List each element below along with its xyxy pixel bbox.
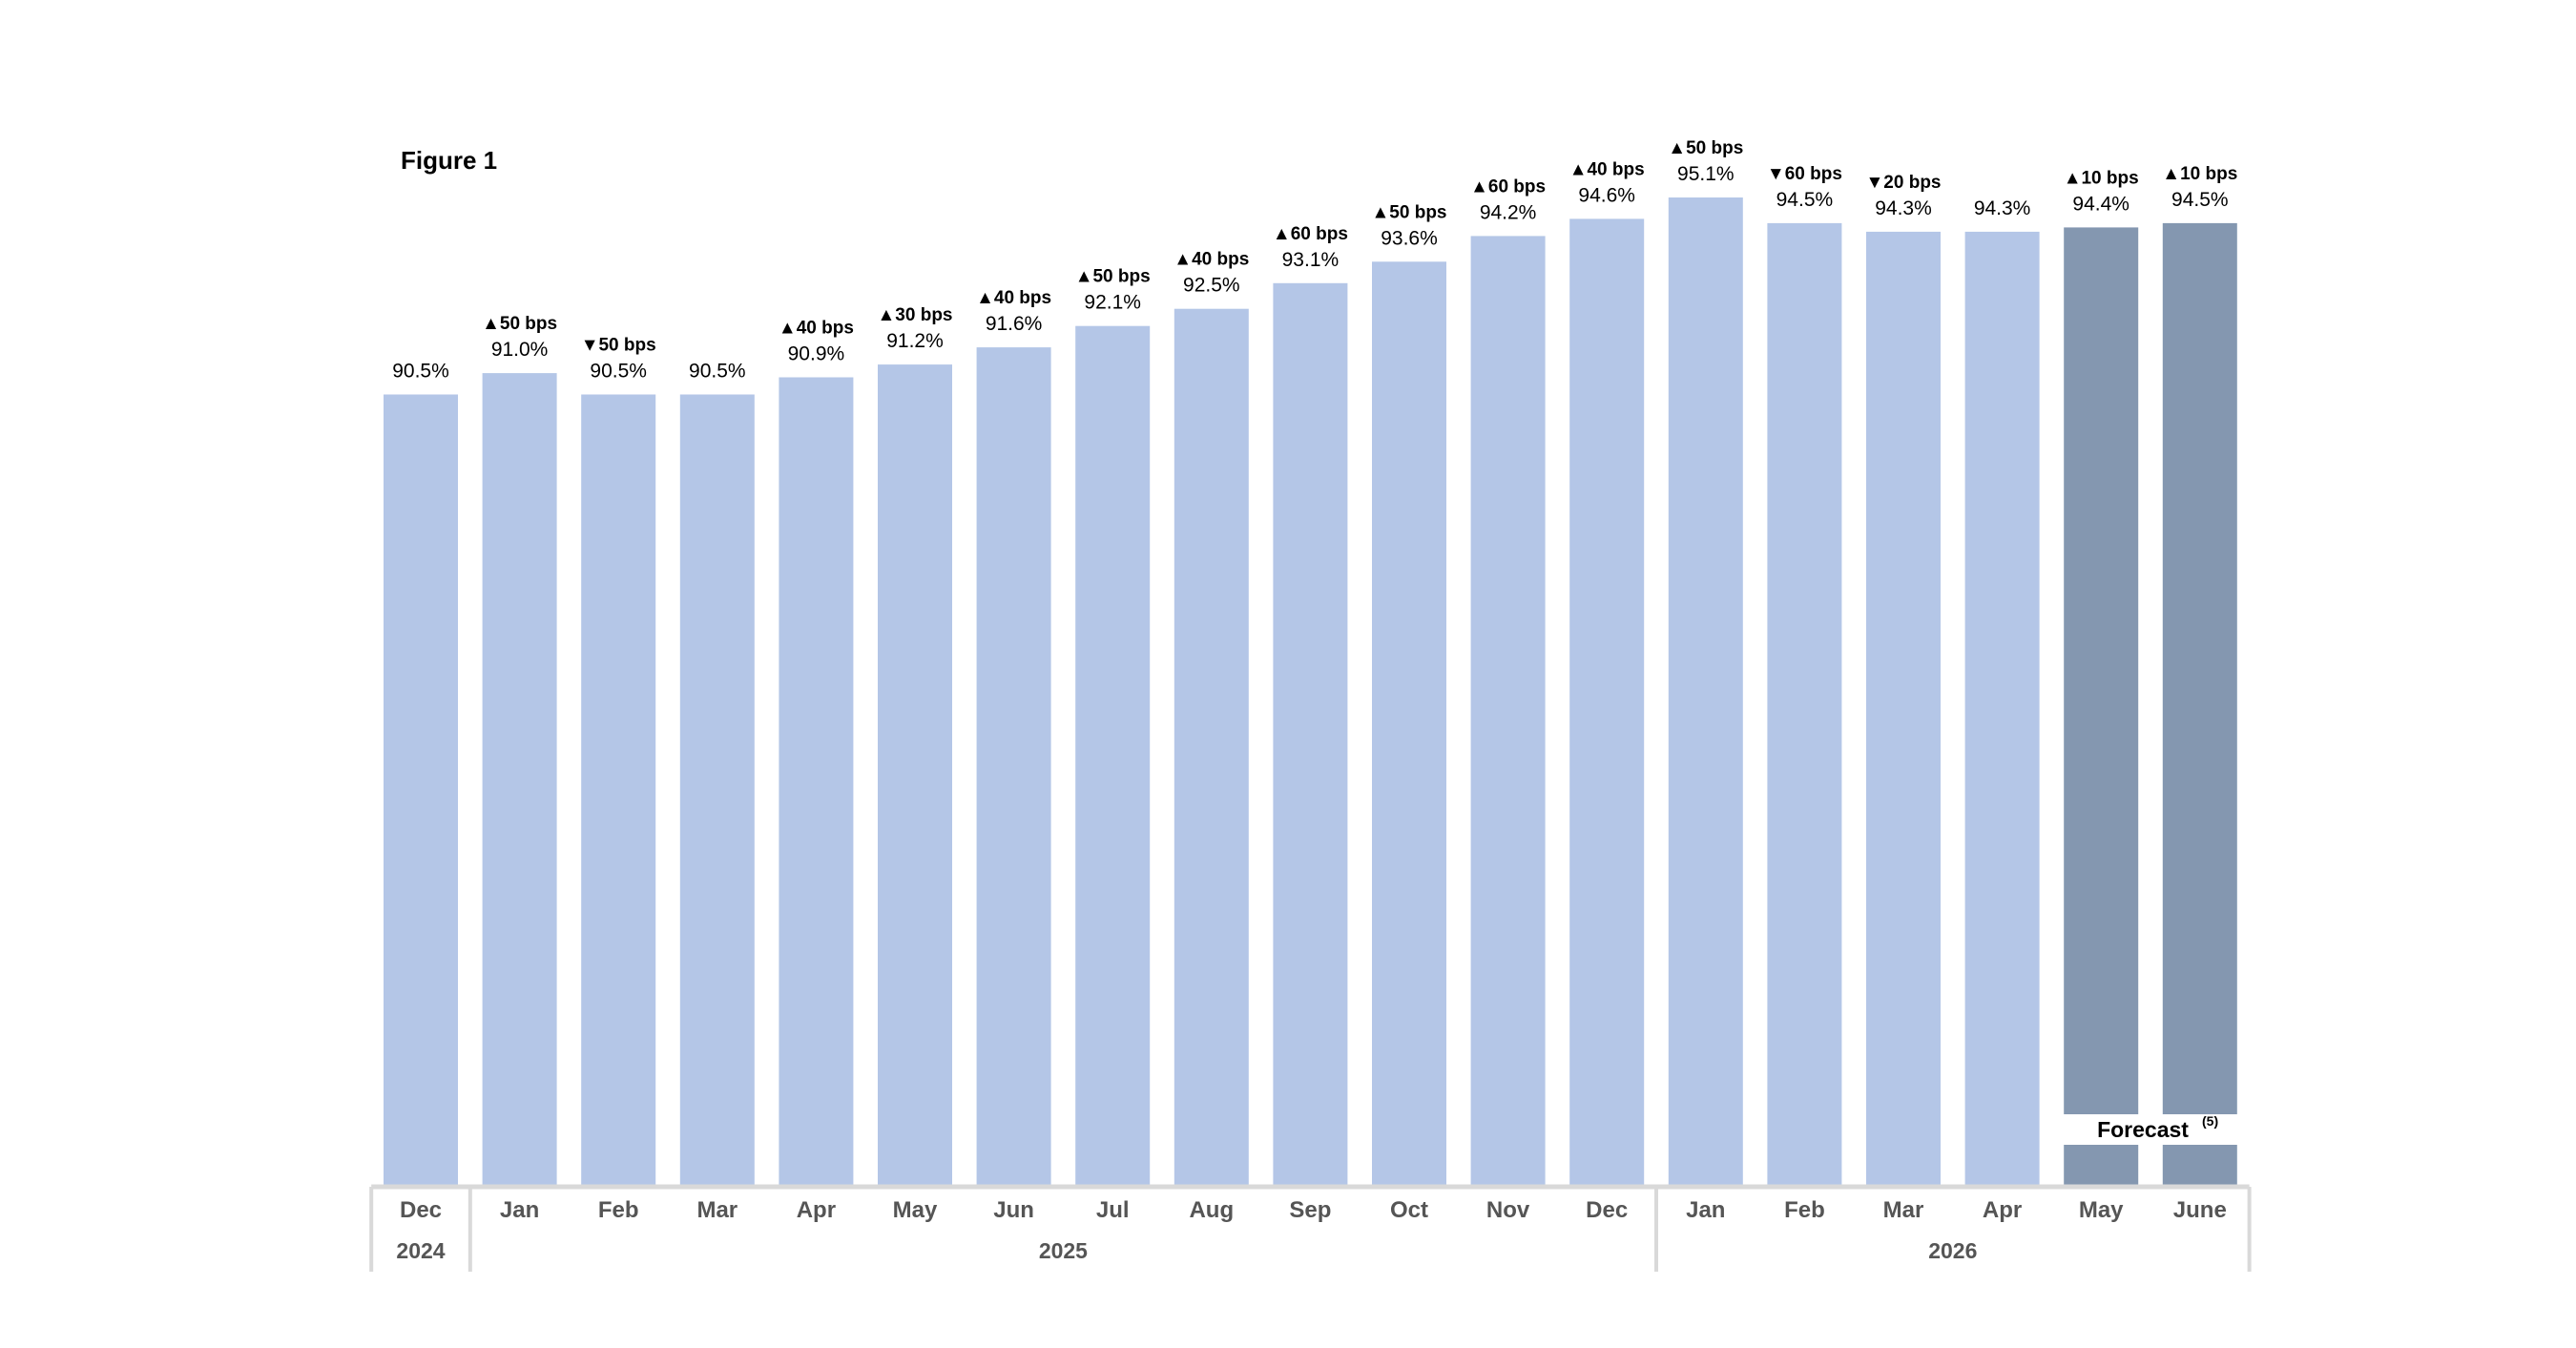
- value-label: 93.1%: [1282, 249, 1340, 271]
- bar: [1372, 261, 1446, 1187]
- bar: [1273, 282, 1348, 1187]
- bar: [1866, 231, 1941, 1187]
- month-tick-label: Mar: [1883, 1197, 1924, 1223]
- month-tick-label: Dec: [400, 1197, 442, 1223]
- month-tick-label: Aug: [1189, 1197, 1234, 1223]
- month-tick-label: June: [2173, 1197, 2227, 1223]
- month-tick-label: Jan: [500, 1197, 539, 1223]
- bar: [581, 394, 656, 1187]
- month-tick-label: Apr: [797, 1197, 836, 1223]
- value-label: 91.2%: [886, 330, 944, 352]
- year-label: 2025: [1039, 1238, 1088, 1263]
- value-label: 94.3%: [1974, 197, 2031, 219]
- month-tick-label: Jan: [1686, 1197, 1725, 1223]
- value-label: 90.5%: [590, 361, 647, 383]
- month-tick-label: Oct: [1390, 1197, 1428, 1223]
- bar: [976, 347, 1051, 1188]
- bar: [779, 377, 854, 1187]
- bar: [1470, 236, 1546, 1187]
- month-tick-label: Jun: [993, 1197, 1034, 1223]
- value-label: 94.6%: [1578, 184, 1635, 206]
- change-label: ▲10 bps: [2064, 168, 2139, 188]
- bar: [384, 394, 458, 1187]
- change-label: ▲40 bps: [779, 319, 854, 339]
- month-tick-label: May: [893, 1197, 938, 1223]
- forecast-label: Forecast: [2097, 1117, 2189, 1142]
- bar: [1075, 325, 1151, 1187]
- year-label: 2026: [1928, 1238, 1977, 1263]
- bar: [1174, 308, 1249, 1187]
- change-label: ▼50 bps: [581, 336, 656, 356]
- bar: [1668, 197, 1743, 1187]
- month-tick-label: Feb: [598, 1197, 639, 1223]
- change-label: ▲40 bps: [1569, 159, 1645, 179]
- bar: [679, 394, 755, 1187]
- month-tick-label: Dec: [1586, 1197, 1628, 1223]
- change-label: ▲50 bps: [1372, 202, 1447, 222]
- change-label: ▲50 bps: [1668, 138, 1743, 158]
- change-label: ▲50 bps: [1075, 267, 1151, 287]
- month-tick-label: Mar: [696, 1197, 737, 1223]
- month-tick-label: Sep: [1289, 1197, 1331, 1223]
- forecast-bar: [2162, 222, 2237, 1187]
- bar: [1964, 231, 2040, 1187]
- month-tick-label: Feb: [1784, 1197, 1825, 1223]
- value-label: 90.5%: [689, 361, 746, 383]
- value-label: 92.5%: [1183, 275, 1240, 297]
- value-label: 94.5%: [2171, 189, 2229, 211]
- bar: [878, 364, 952, 1188]
- change-label: ▼20 bps: [1866, 173, 1942, 193]
- value-label: 95.1%: [1677, 163, 1735, 185]
- change-label: ▲40 bps: [1174, 250, 1249, 270]
- bar: [482, 373, 557, 1188]
- value-label: 94.3%: [1875, 197, 1932, 219]
- year-label: 2024: [396, 1238, 445, 1263]
- forecast-band: [2054, 1114, 2247, 1145]
- value-label: 90.9%: [788, 343, 845, 365]
- change-label: ▲60 bps: [1273, 224, 1348, 244]
- value-label: 93.6%: [1381, 227, 1438, 249]
- value-label: 91.6%: [986, 313, 1043, 335]
- bar: [1569, 218, 1645, 1187]
- change-label: ▲30 bps: [878, 305, 953, 325]
- value-label: 94.5%: [1776, 189, 1834, 211]
- month-tick-label: Jul: [1096, 1197, 1130, 1223]
- change-label: ▲60 bps: [1470, 176, 1546, 197]
- value-label: 90.5%: [392, 361, 449, 383]
- bar: [1767, 222, 1842, 1187]
- figure-title: Figure 1: [401, 146, 497, 175]
- value-label: 94.4%: [2072, 193, 2129, 215]
- change-label: ▼60 bps: [1767, 164, 1842, 184]
- value-label: 91.0%: [491, 339, 549, 361]
- change-label: ▲40 bps: [976, 288, 1051, 308]
- value-label: 94.2%: [1480, 201, 1537, 223]
- change-label: ▲10 bps: [2162, 164, 2237, 184]
- value-label: 92.1%: [1084, 292, 1141, 314]
- month-tick-label: Nov: [1486, 1197, 1530, 1223]
- forecast-bar: [2064, 227, 2139, 1187]
- forecast-footnote-ref: (5): [2202, 1113, 2218, 1129]
- change-label: ▲50 bps: [482, 314, 557, 334]
- month-tick-label: Apr: [1983, 1197, 2022, 1223]
- month-tick-label: May: [2079, 1197, 2124, 1223]
